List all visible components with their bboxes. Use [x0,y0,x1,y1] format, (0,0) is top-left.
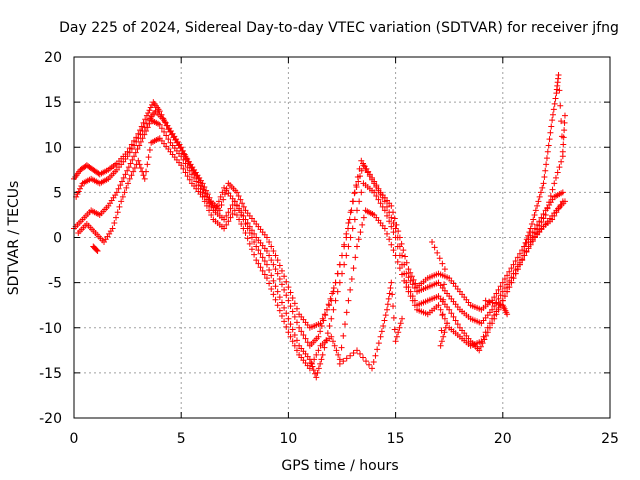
y-tick-label: -15 [39,366,62,382]
y-tick-label: 0 [53,231,62,247]
y-tick-label: 20 [44,50,62,66]
x-axis-label: GPS time / hours [281,458,398,474]
y-tick-label: -20 [39,411,62,427]
x-tick-label: 5 [177,431,186,447]
y-tick-label: 10 [44,140,62,156]
x-tick-label: 20 [494,431,512,447]
chart-title: Day 225 of 2024, Sidereal Day-to-day VTE… [59,20,619,36]
y-axis-label: SDTVAR / TECUs [6,181,22,296]
y-tick-label: 15 [44,95,62,111]
y-tick-label: -10 [39,321,62,337]
y-tick-label: 5 [53,185,62,201]
sdtvar-scatter-chart: Day 225 of 2024, Sidereal Day-to-day VTE… [0,0,640,480]
x-tick-label: 25 [601,431,619,447]
x-tick-label: 10 [279,431,297,447]
chart-background [0,0,640,480]
x-tick-label: 0 [70,431,79,447]
x-tick-label: 15 [387,431,405,447]
y-tick-label: -5 [48,276,62,292]
